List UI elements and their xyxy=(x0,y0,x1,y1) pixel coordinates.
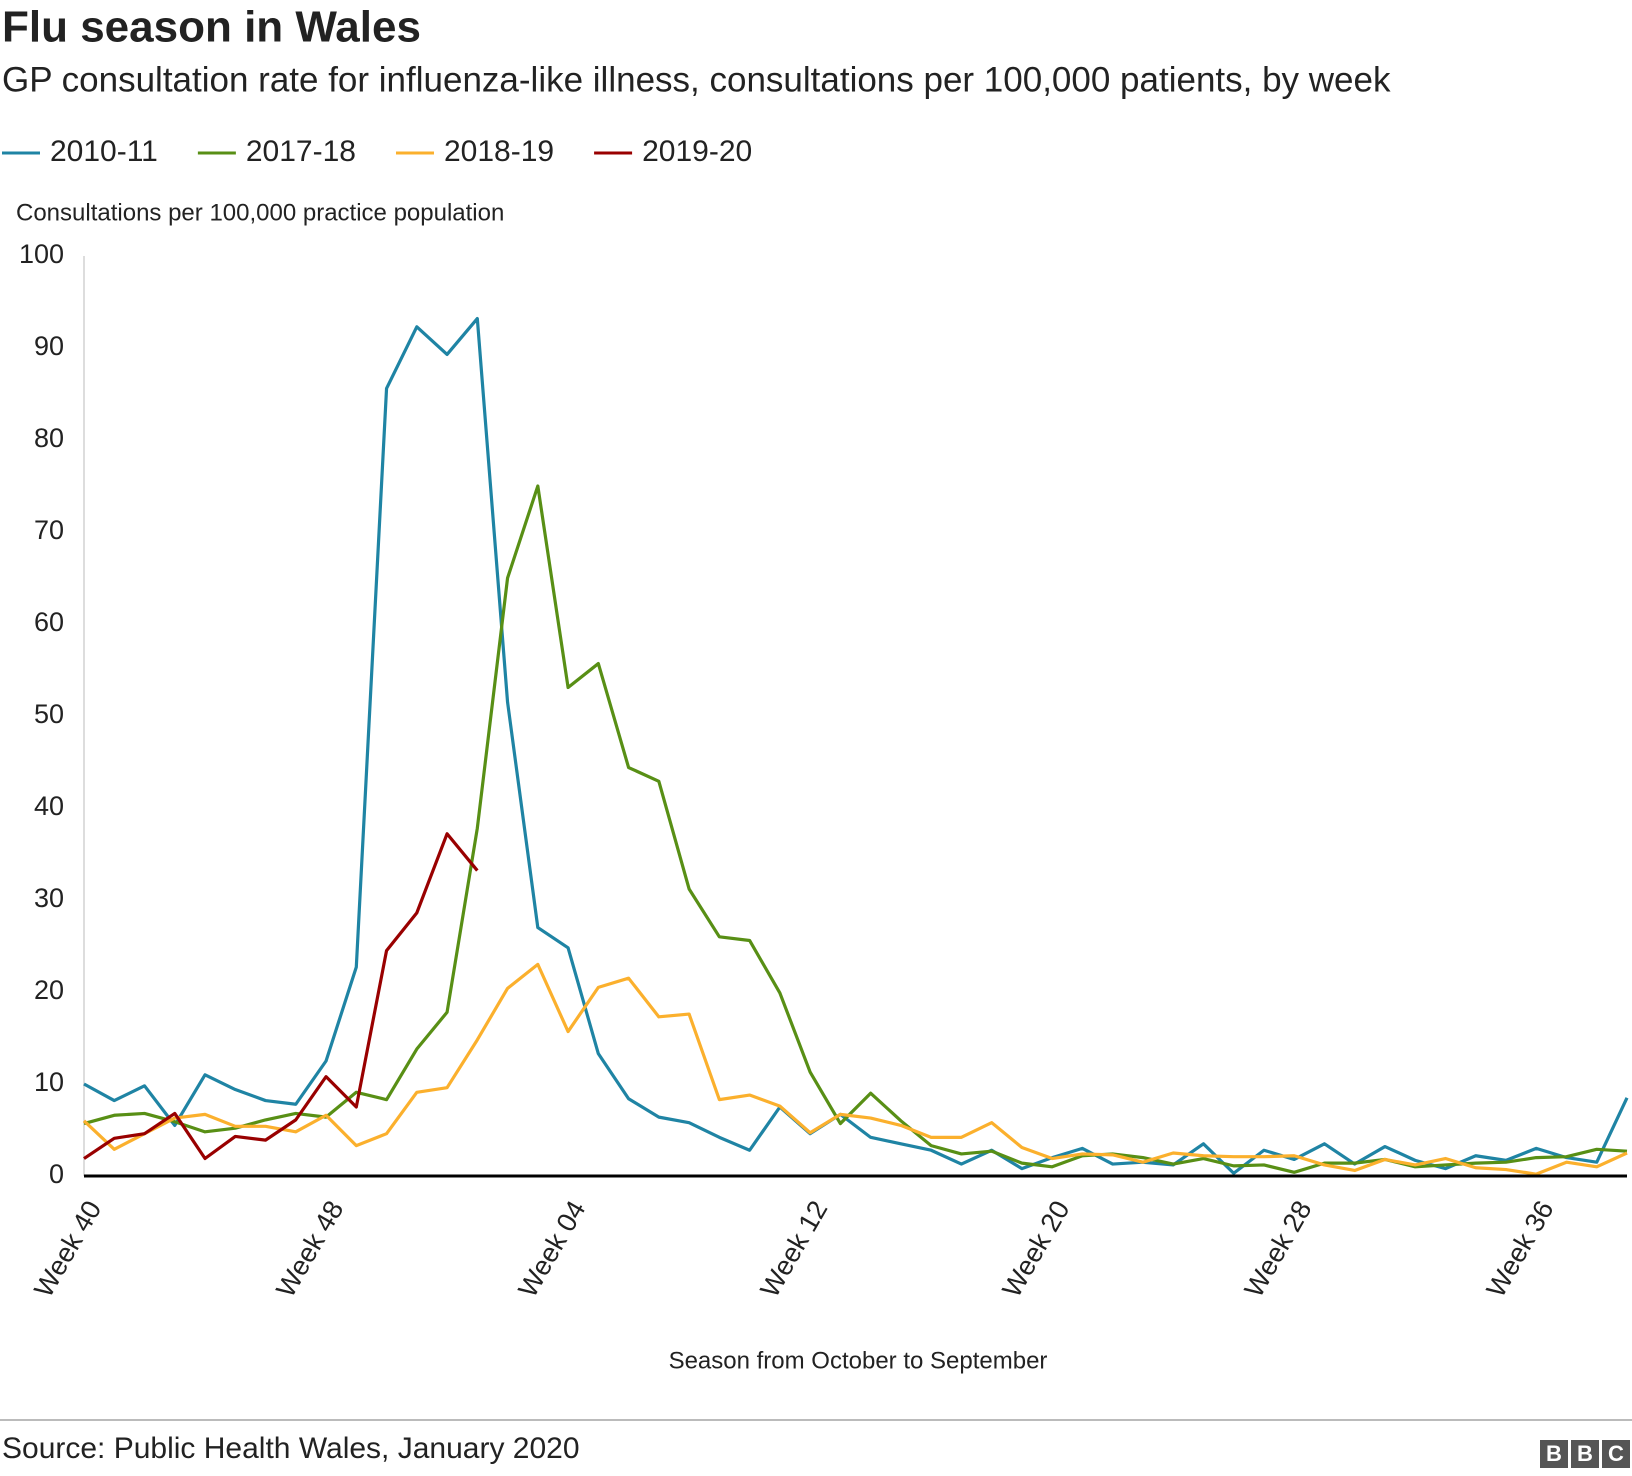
series-line xyxy=(82,962,1628,1176)
x-tick-label: Week 12 xyxy=(754,1196,833,1303)
logo-letter: C xyxy=(1608,1441,1624,1466)
y-tick-label: 0 xyxy=(49,1159,64,1189)
x-tick-label: Week 20 xyxy=(997,1196,1076,1303)
y-tick-label: 50 xyxy=(34,699,64,729)
logo-box xyxy=(1571,1440,1599,1468)
series-line xyxy=(83,316,1629,1175)
y-tick-label: 60 xyxy=(34,607,64,637)
y-tick-label: 30 xyxy=(34,883,64,913)
x-tick-label: Week 28 xyxy=(1239,1196,1318,1303)
x-tick-label: Week 04 xyxy=(512,1196,591,1303)
x-tick-label: Week 36 xyxy=(1481,1196,1560,1303)
y-tick-label: 10 xyxy=(34,1067,64,1097)
series-line xyxy=(83,484,1628,1174)
source: Source: Public Health Wales, January 202… xyxy=(2,1432,580,1465)
chart-title: Flu season in Wales xyxy=(2,3,421,52)
y-tick-label: 90 xyxy=(34,331,64,361)
logo-box xyxy=(1602,1440,1630,1468)
x-tick-label: Week 48 xyxy=(270,1196,349,1303)
legend-label: 2017-18 xyxy=(246,135,356,168)
x-tick-label: Week 40 xyxy=(28,1196,107,1303)
y-tick-label: 40 xyxy=(34,791,64,821)
logo-letter: B xyxy=(1577,1441,1593,1466)
y-tick-label: 20 xyxy=(34,975,64,1005)
y-tick-label: 100 xyxy=(19,239,64,269)
legend-label: 2018-19 xyxy=(444,135,554,168)
y-tick-label: 80 xyxy=(34,423,64,453)
y-axis-label: Consultations per 100,000 practice popul… xyxy=(16,199,504,226)
y-tick-label: 70 xyxy=(34,515,64,545)
logo-box xyxy=(1540,1440,1568,1468)
series-line xyxy=(83,832,479,1161)
legend-label: 2010-11 xyxy=(50,135,158,168)
chart-subtitle: GP consultation rate for influenza-like … xyxy=(2,60,1391,99)
legend-label: 2019-20 xyxy=(642,135,752,168)
x-axis-label: Season from October to September xyxy=(669,1347,1048,1374)
logo-letter: B xyxy=(1546,1441,1562,1466)
